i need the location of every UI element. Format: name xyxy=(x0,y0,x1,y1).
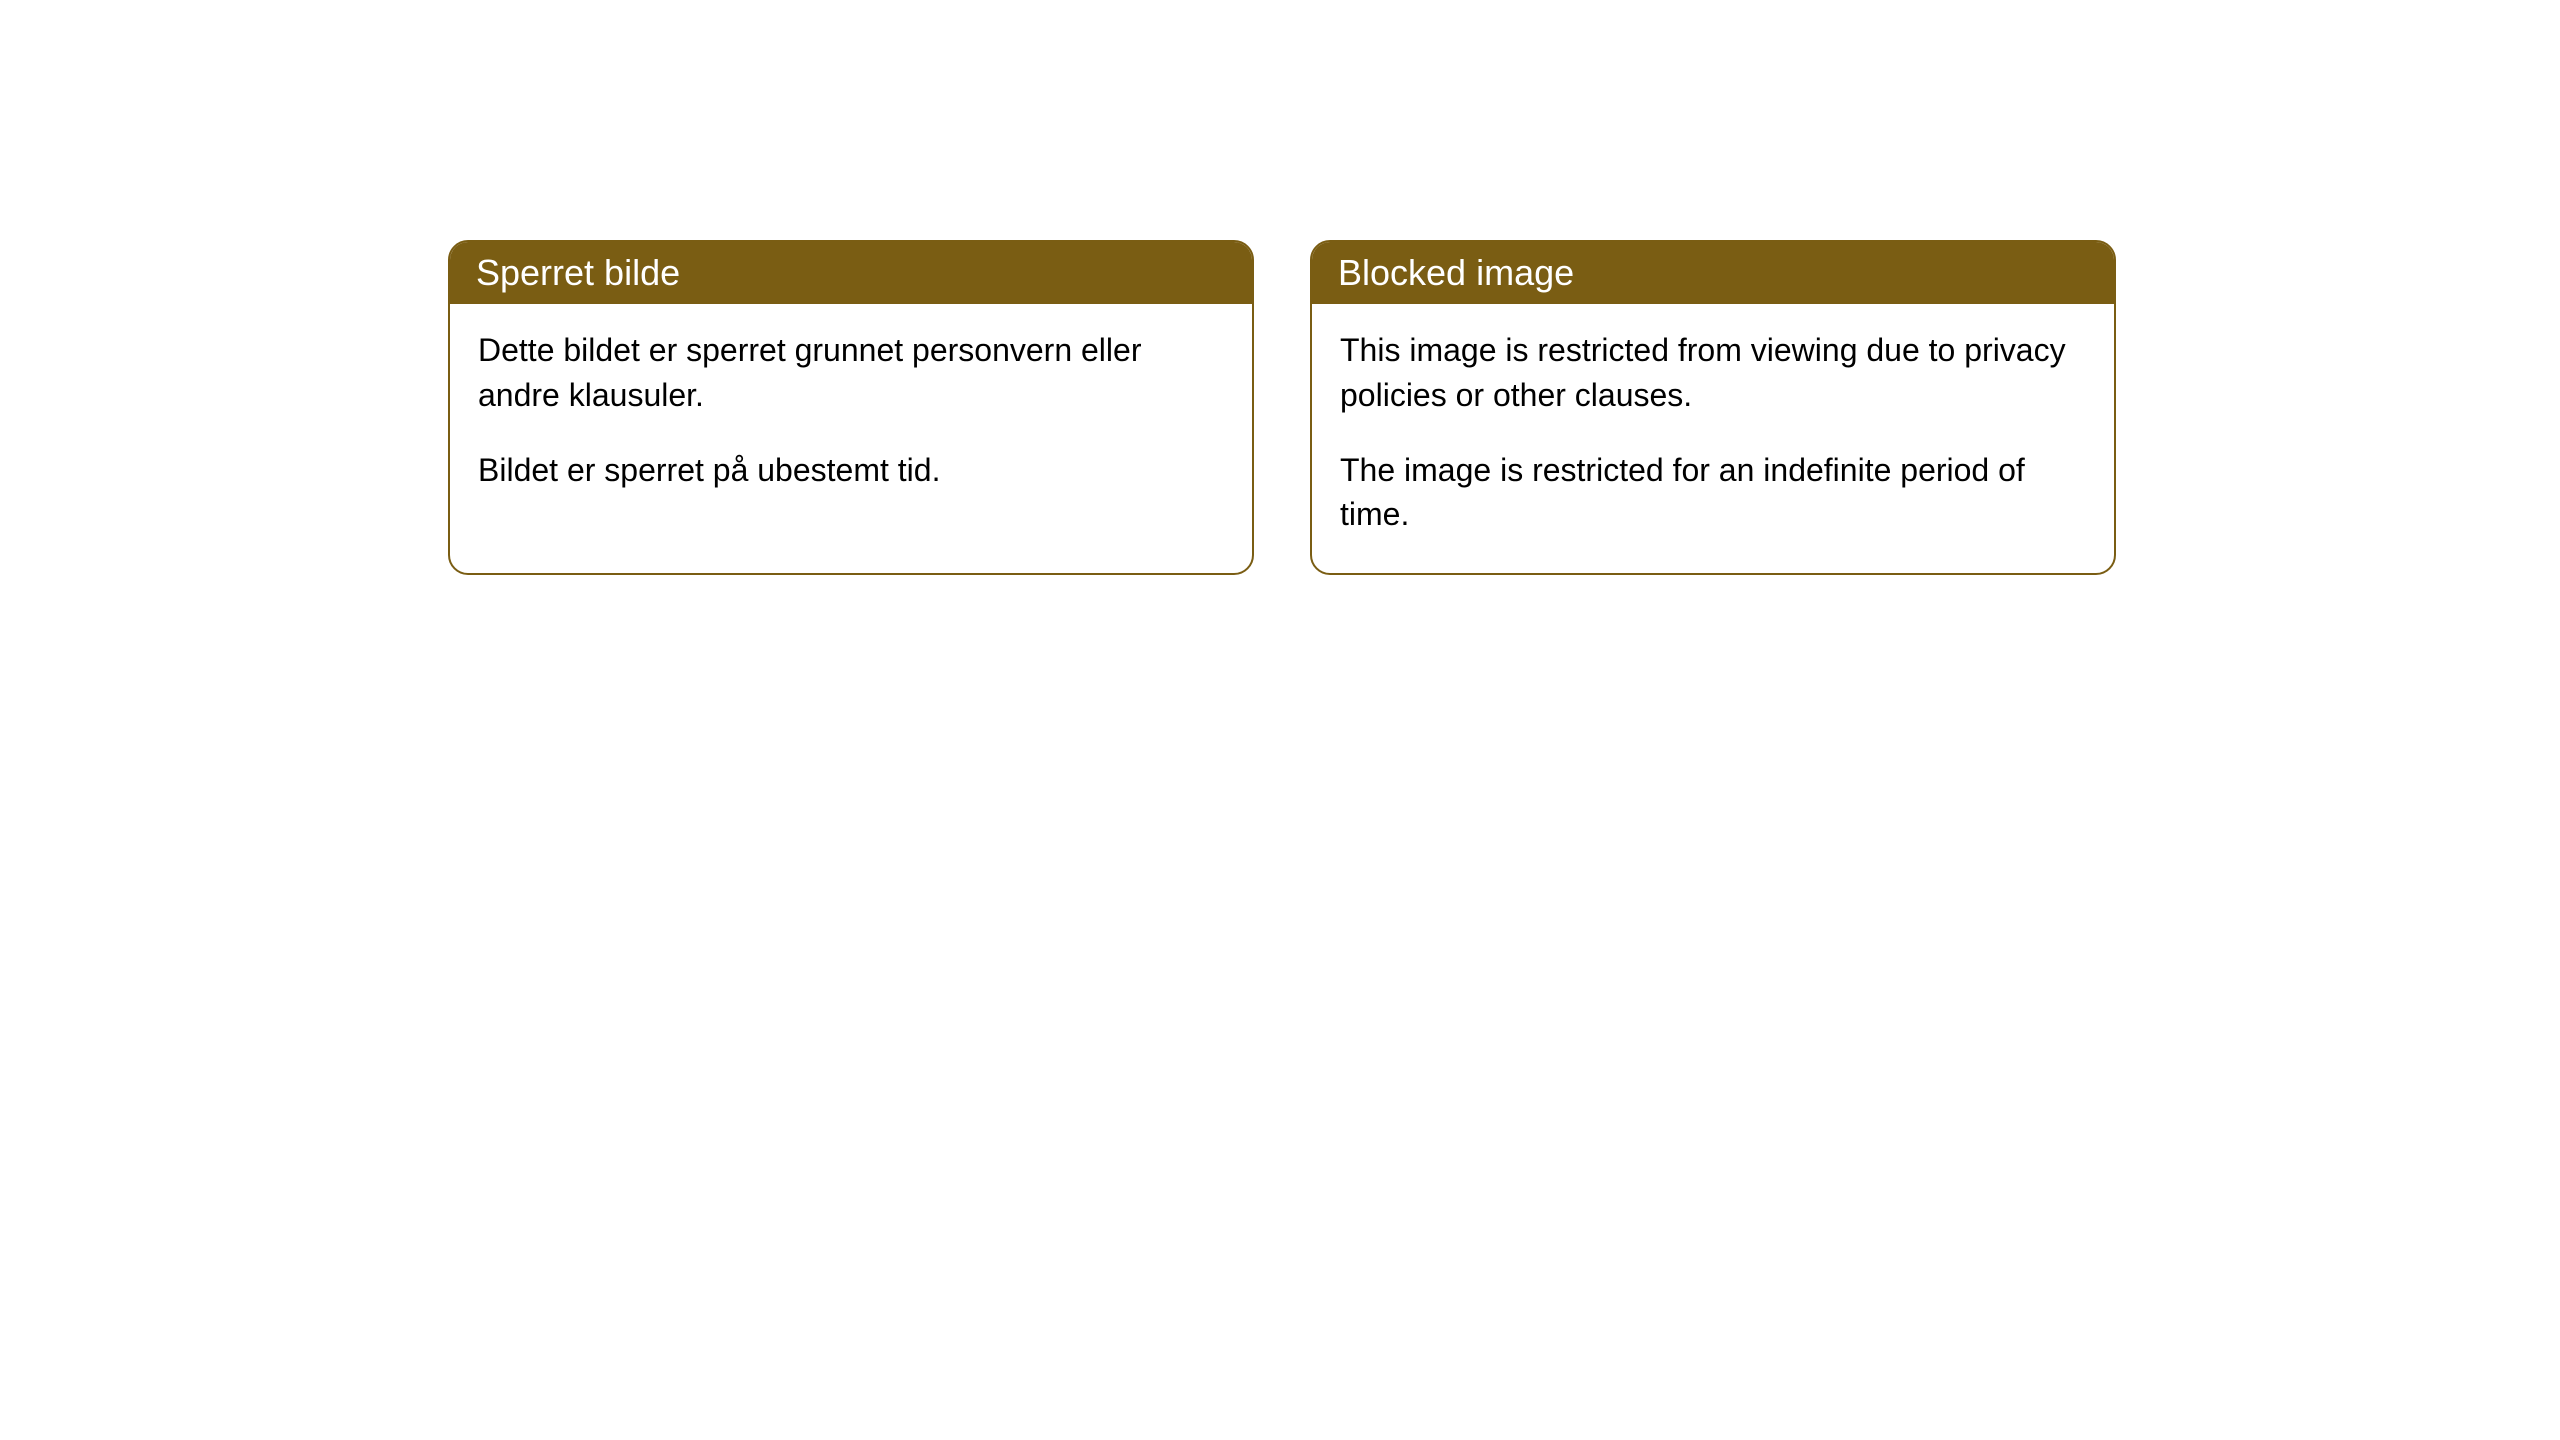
notice-header: Sperret bilde xyxy=(450,242,1252,304)
notice-title: Sperret bilde xyxy=(476,252,680,293)
notice-body: Dette bildet er sperret grunnet personve… xyxy=(450,304,1252,528)
notice-paragraph-2: Bildet er sperret på ubestemt tid. xyxy=(478,448,1224,493)
notice-paragraph-1: This image is restricted from viewing du… xyxy=(1340,328,2086,418)
notice-body: This image is restricted from viewing du… xyxy=(1312,304,2114,573)
notice-container: Sperret bilde Dette bildet er sperret gr… xyxy=(448,240,2116,575)
notice-card-english: Blocked image This image is restricted f… xyxy=(1310,240,2116,575)
notice-title: Blocked image xyxy=(1338,252,1574,293)
notice-paragraph-2: The image is restricted for an indefinit… xyxy=(1340,448,2086,538)
notice-paragraph-1: Dette bildet er sperret grunnet personve… xyxy=(478,328,1224,418)
notice-header: Blocked image xyxy=(1312,242,2114,304)
notice-card-norwegian: Sperret bilde Dette bildet er sperret gr… xyxy=(448,240,1254,575)
